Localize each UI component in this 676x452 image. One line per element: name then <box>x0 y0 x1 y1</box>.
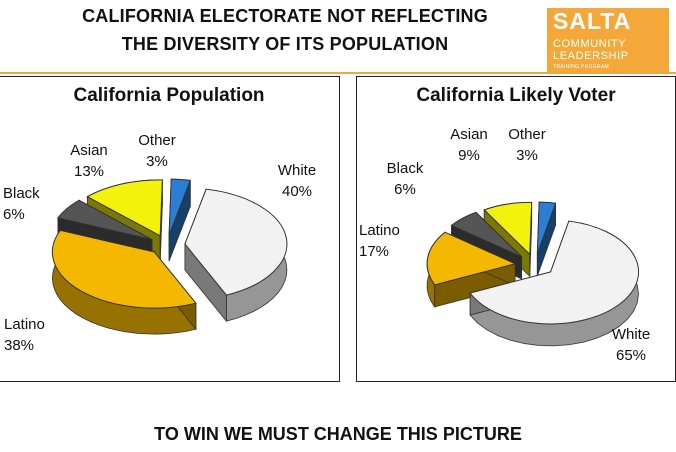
slice-value-asian: 13% <box>74 163 104 180</box>
footer-message: TO WIN WE MUST CHANGE THIS PICTURE <box>154 424 522 444</box>
population-chart-panel: California Population White 40% Latino 38% B… <box>0 76 340 382</box>
logo-text-community: COMMUNITY <box>553 38 627 50</box>
slice-value-asian: 9% <box>458 147 480 164</box>
pie-slice-white <box>184 188 288 323</box>
pie-slice-white <box>469 220 640 347</box>
slice-value-other: 3% <box>146 153 168 170</box>
voter-chart-title: California Likely Voter <box>416 85 616 106</box>
slice-value-latino: 17% <box>359 243 389 260</box>
pie-slice-other <box>536 201 557 277</box>
slice-label-latino: Latino <box>359 222 400 239</box>
logo-text-salta: SALTA <box>553 8 632 34</box>
main-title-line1: CALIFORNIA ELECTORATE NOT REFLECTING <box>82 6 488 26</box>
logo-text-program: TRAINING PROGRAM <box>553 64 609 70</box>
slice-value-black: 6% <box>3 206 25 223</box>
slice-label-white: White <box>612 326 650 343</box>
slice-label-asian: Asian <box>450 126 488 143</box>
slice-label-asian: Asian <box>70 142 108 159</box>
slice-label-black: Black <box>3 185 40 202</box>
slice-label-latino: Latino <box>4 316 45 333</box>
slice-label-white: White <box>278 162 316 179</box>
slice-value-latino: 38% <box>4 337 34 354</box>
slice-value-black: 6% <box>394 181 416 198</box>
pie-slice-other <box>168 178 191 262</box>
voter-pie-chart: White 65% Latino 17% Black 6% Asian 9% Other 3% <box>359 126 650 364</box>
slice-value-white: 40% <box>282 183 312 200</box>
slice-label-other: Other <box>508 126 546 143</box>
slice-value-white: 65% <box>616 347 646 364</box>
salta-logo: SALTA COMMUNITY LEADERSHIP TRAINING PROG… <box>547 8 669 72</box>
logo-text-leadership: LEADERSHIP <box>553 50 629 62</box>
main-title-line2: THE DIVERSITY OF ITS POPULATION <box>121 34 449 54</box>
population-pie-chart: White 40% Latino 38% Black 6% Asian 13% Other 3% <box>3 132 316 354</box>
slice-label-black: Black <box>387 160 424 177</box>
voter-chart-panel: California Likely Voter White 65% Latino 17… <box>356 76 676 382</box>
slice-label-other: Other <box>138 132 176 149</box>
slice-value-other: 3% <box>516 147 538 164</box>
pie-slice-latino <box>51 229 197 335</box>
header-divider <box>0 72 676 74</box>
pie-slice-latino <box>426 231 517 309</box>
population-chart-title: California Population <box>73 85 265 106</box>
